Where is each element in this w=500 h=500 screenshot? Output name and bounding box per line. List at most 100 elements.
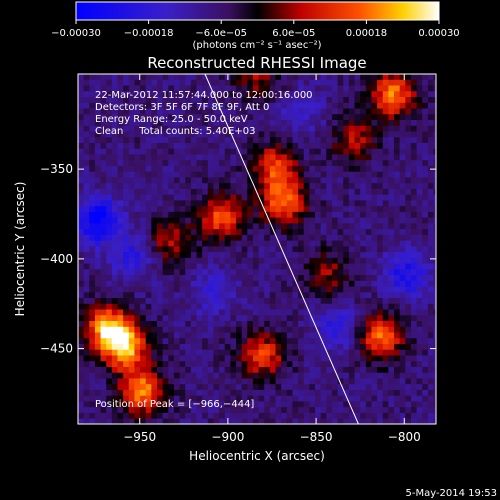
heatmap-cell: [388, 383, 395, 390]
heatmap-cell: [190, 142, 197, 149]
heatmap-cell: [331, 136, 338, 143]
heatmap-cell: [292, 96, 299, 103]
heatmap-cell: [224, 251, 231, 258]
heatmap-cell: [213, 102, 220, 109]
heatmap-cell: [337, 217, 344, 224]
heatmap-cell: [151, 159, 158, 166]
heatmap-cell: [427, 418, 434, 424]
heatmap-cell: [433, 211, 436, 218]
heatmap-cell: [140, 165, 147, 172]
heatmap-cell: [354, 182, 361, 189]
heatmap-cell: [117, 326, 124, 333]
heatmap-cell: [213, 378, 220, 385]
heatmap-cell: [140, 263, 147, 270]
heatmap-cell: [275, 148, 282, 155]
heatmap-cell: [433, 406, 436, 413]
heatmap-cell: [252, 401, 259, 408]
heatmap-cell: [343, 303, 350, 310]
heatmap-cell: [128, 309, 135, 316]
heatmap-cell: [331, 188, 338, 195]
heatmap-cell: [241, 159, 248, 166]
heatmap-cell: [123, 257, 130, 264]
heatmap-cell: [275, 280, 282, 287]
heatmap-cell: [230, 418, 237, 424]
heatmap-cell: [106, 159, 113, 166]
heatmap-cell: [365, 136, 372, 143]
heatmap-cell: [354, 131, 361, 138]
heatmap-cell: [337, 297, 344, 304]
heatmap-cell: [343, 412, 350, 419]
colorbar-tick-label: 6.0e−05: [272, 28, 315, 39]
heatmap-cell: [179, 406, 186, 413]
heatmap-cell: [354, 286, 361, 293]
heatmap-cell: [382, 320, 389, 327]
heatmap-cell: [326, 395, 333, 402]
heatmap-cell: [78, 234, 85, 241]
heatmap-cell: [326, 418, 333, 424]
heatmap-cell: [320, 142, 327, 149]
heatmap-cell: [377, 263, 384, 270]
heatmap-cell: [331, 337, 338, 344]
heatmap-cell: [399, 372, 406, 379]
heatmap-cell: [89, 194, 96, 201]
heatmap-cell: [258, 309, 265, 316]
heatmap-cell: [117, 154, 124, 161]
heatmap-cell: [422, 297, 429, 304]
heatmap-cell: [331, 291, 338, 299]
heatmap-cell: [230, 332, 237, 339]
heatmap-cell: [224, 154, 231, 161]
heatmap-cell: [168, 240, 175, 247]
heatmap-cell: [264, 314, 271, 322]
heatmap-cell: [269, 309, 276, 316]
heatmap-cell: [151, 148, 158, 155]
heatmap-cell: [275, 297, 282, 304]
heatmap-cell: [100, 418, 107, 424]
heatmap-cell: [292, 240, 299, 247]
heatmap-cell: [258, 142, 265, 149]
heatmap-cell: [298, 263, 305, 270]
heatmap-cell: [337, 171, 344, 178]
heatmap-cell: [179, 177, 186, 184]
heatmap-cell: [399, 200, 406, 207]
heatmap-cell: [140, 314, 147, 322]
heatmap-cell: [326, 228, 333, 235]
heatmap-cell: [286, 320, 293, 327]
heatmap-cell: [315, 401, 322, 408]
heatmap-cell: [151, 378, 158, 385]
heatmap-cell: [433, 286, 436, 293]
heatmap-cell: [399, 85, 406, 92]
heatmap-cell: [410, 314, 417, 322]
heatmap-cell: [173, 245, 180, 253]
heatmap-cell: [365, 378, 372, 385]
heatmap-cell: [427, 228, 434, 235]
heatmap-cell: [241, 119, 248, 126]
heatmap-cell: [275, 108, 282, 115]
heatmap-cell: [168, 406, 175, 413]
heatmap-cell: [151, 211, 158, 218]
heatmap-cell: [354, 274, 361, 281]
heatmap-cell: [309, 366, 316, 373]
heatmap-cell: [140, 234, 147, 241]
heatmap-cell: [382, 245, 389, 253]
heatmap-cell: [100, 251, 107, 258]
heatmap-cell: [281, 245, 288, 253]
heatmap-cell: [410, 85, 417, 92]
heatmap-cell: [89, 378, 96, 385]
heatmap-cell: [388, 320, 395, 327]
heatmap-cell: [394, 349, 401, 356]
heatmap-cell: [219, 366, 226, 373]
heatmap-cell: [365, 355, 372, 362]
heatmap-cell: [371, 303, 378, 310]
heatmap-cell: [326, 297, 333, 304]
heatmap-cell: [348, 245, 355, 253]
heatmap-cell: [89, 119, 96, 126]
heatmap-cell: [281, 131, 288, 138]
heatmap-cell: [224, 96, 231, 103]
heatmap-cell: [365, 401, 372, 408]
heatmap-cell: [140, 177, 147, 184]
heatmap-cell: [173, 412, 180, 419]
heatmap-cell: [303, 389, 310, 396]
heatmap-cell: [394, 234, 401, 241]
heatmap-cell: [275, 222, 282, 230]
heatmap-cell: [157, 234, 164, 241]
